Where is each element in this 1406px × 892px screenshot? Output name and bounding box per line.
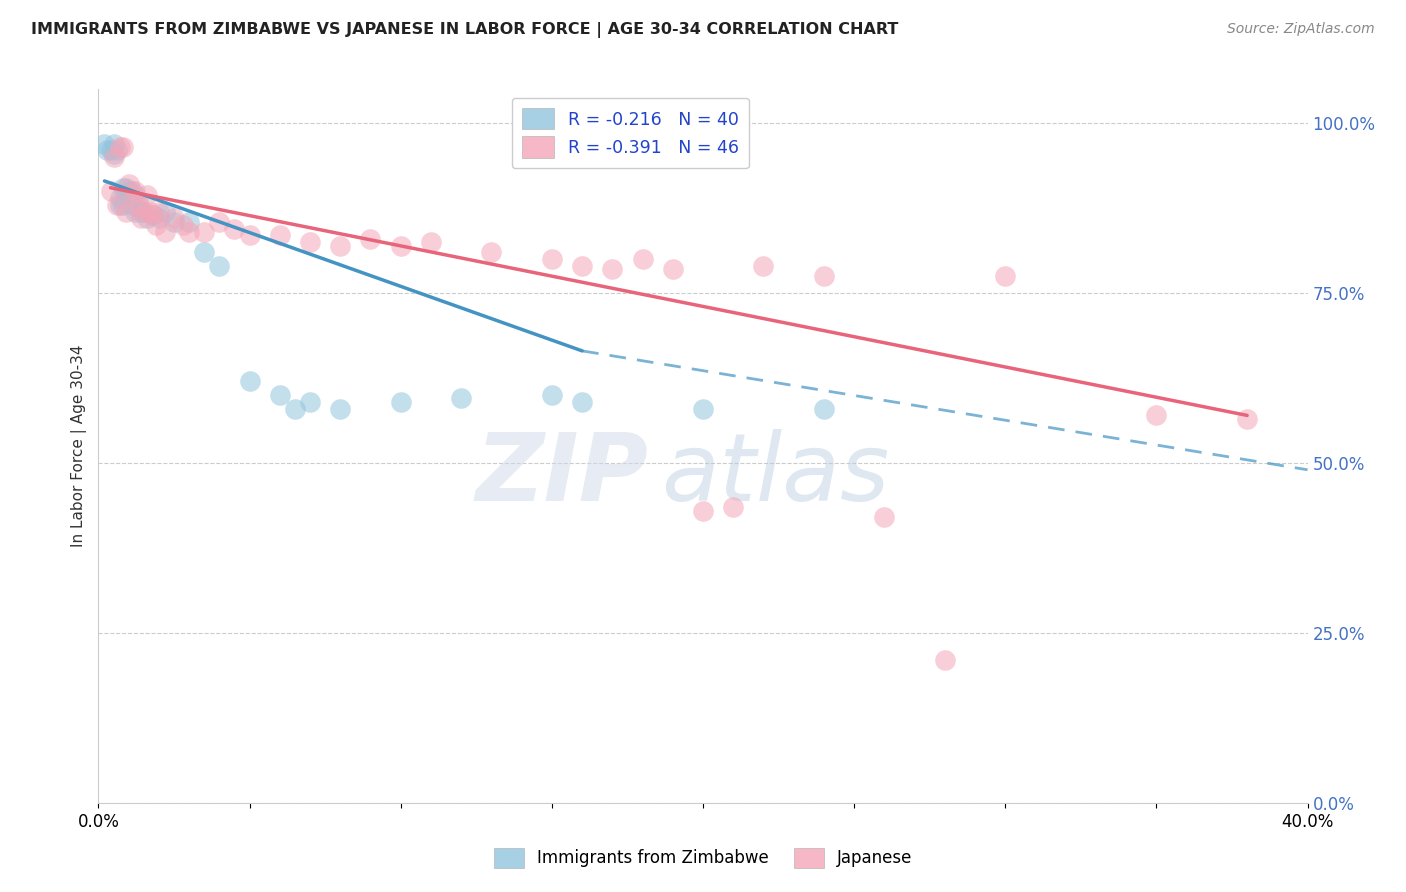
Point [132, 204, 155, 219]
Point [100, 184, 122, 198]
Point [118, 187, 141, 202]
Point [571, 259, 593, 273]
Point [148, 204, 170, 219]
Point [127, 194, 149, 209]
Point [934, 653, 956, 667]
Point [193, 245, 215, 260]
Point [127, 198, 149, 212]
Text: Source: ZipAtlas.com: Source: ZipAtlas.com [1227, 22, 1375, 37]
Point [96, 144, 118, 158]
Point [299, 394, 322, 409]
Point [124, 187, 146, 202]
Point [661, 262, 683, 277]
Point [994, 269, 1017, 284]
Point [813, 269, 835, 284]
Point [103, 146, 125, 161]
Point [1236, 412, 1258, 426]
Point [602, 262, 624, 277]
Point [873, 510, 896, 524]
Point [193, 225, 215, 239]
Point [284, 401, 307, 416]
Point [360, 232, 382, 246]
Point [124, 204, 146, 219]
Point [121, 198, 143, 212]
Point [752, 259, 775, 273]
Point [329, 238, 352, 252]
Point [118, 178, 141, 192]
Point [139, 204, 162, 219]
Point [108, 191, 131, 205]
Point [163, 215, 186, 229]
Point [108, 140, 131, 154]
Point [208, 259, 231, 273]
Point [93, 136, 115, 151]
Point [631, 252, 654, 266]
Legend: R = -0.216   N = 40, R = -0.391   N = 46: R = -0.216 N = 40, R = -0.391 N = 46 [512, 98, 749, 168]
Point [420, 235, 443, 249]
Point [121, 184, 143, 198]
Point [118, 184, 141, 198]
Point [389, 238, 412, 252]
Point [179, 225, 201, 239]
Point [129, 204, 152, 219]
Point [179, 215, 201, 229]
Y-axis label: In Labor Force | Age 30-34: In Labor Force | Age 30-34 [72, 344, 87, 548]
Point [540, 252, 562, 266]
Legend: Immigrants from Zimbabwe, Japanese: Immigrants from Zimbabwe, Japanese [486, 841, 920, 875]
Point [105, 198, 128, 212]
Point [103, 150, 125, 164]
Point [389, 394, 412, 409]
Text: IMMIGRANTS FROM ZIMBABWE VS JAPANESE IN LABOR FORCE | AGE 30-34 CORRELATION CHAR: IMMIGRANTS FROM ZIMBABWE VS JAPANESE IN … [31, 22, 898, 38]
Point [145, 218, 167, 232]
Point [135, 187, 157, 202]
Text: atlas: atlas [661, 429, 889, 520]
Point [450, 392, 472, 406]
Point [239, 228, 262, 243]
Point [111, 198, 134, 212]
Point [100, 144, 122, 158]
Text: ZIP: ZIP [475, 428, 648, 521]
Point [129, 211, 152, 226]
Point [208, 215, 231, 229]
Point [103, 136, 125, 151]
Point [692, 401, 714, 416]
Point [124, 184, 146, 198]
Point [105, 144, 128, 158]
Point [142, 208, 165, 222]
Point [723, 500, 745, 515]
Point [163, 211, 186, 226]
Point [114, 187, 136, 202]
Point [111, 180, 134, 194]
Point [692, 503, 714, 517]
Point [114, 204, 136, 219]
Point [172, 218, 194, 232]
Point [111, 140, 134, 154]
Point [148, 211, 170, 226]
Point [1144, 409, 1167, 423]
Point [269, 228, 291, 243]
Point [224, 221, 246, 235]
Point [153, 204, 176, 219]
Point [239, 375, 262, 389]
Point [299, 235, 322, 249]
Point [121, 187, 143, 202]
Point [571, 394, 593, 409]
Point [813, 401, 835, 416]
Point [114, 180, 136, 194]
Point [540, 388, 562, 402]
Point [329, 401, 352, 416]
Point [142, 208, 165, 222]
Point [481, 245, 503, 260]
Point [108, 198, 131, 212]
Point [135, 211, 157, 226]
Point [269, 388, 291, 402]
Point [153, 225, 176, 239]
Point [132, 204, 155, 219]
